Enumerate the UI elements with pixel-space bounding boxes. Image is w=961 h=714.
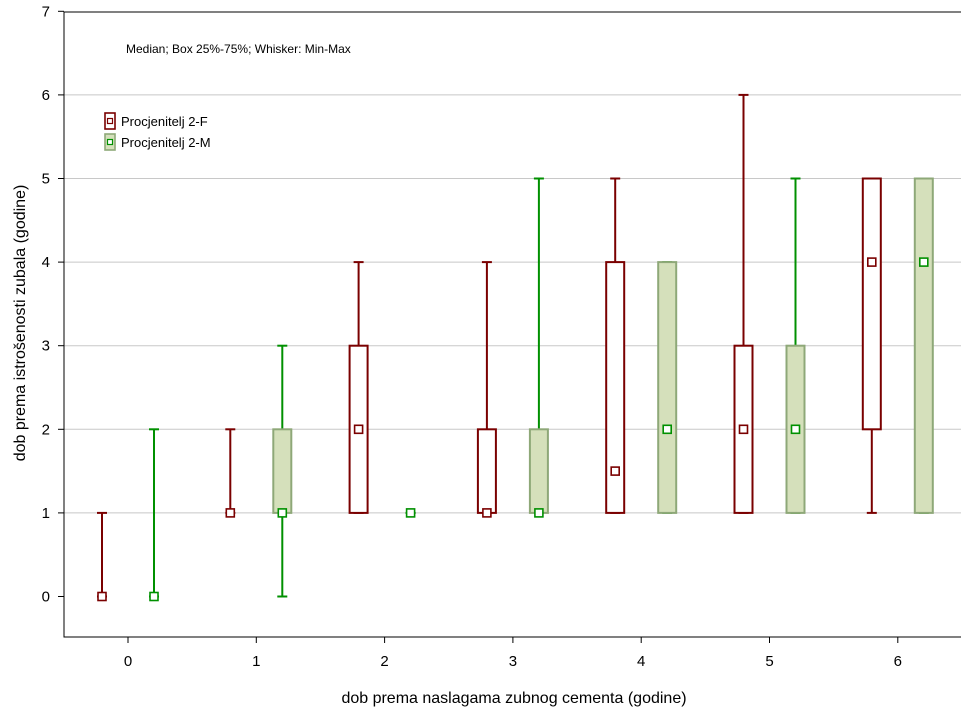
x-tick-label: 1 xyxy=(252,653,260,670)
legend-item: Procjenitelj 2-M xyxy=(104,133,211,151)
box-plot-item xyxy=(657,261,678,514)
x-axis-ticks: 0 1 2 3 4 5 6 xyxy=(124,637,902,670)
legend-marker xyxy=(106,117,114,125)
y-tick-label: 6 xyxy=(42,87,50,104)
plot-frame xyxy=(63,11,961,638)
median-marker xyxy=(790,424,801,435)
box-series xyxy=(97,93,934,602)
iqr-box xyxy=(528,428,549,514)
y-tick-label: 0 xyxy=(42,589,50,606)
x-tick-label: 4 xyxy=(637,653,645,670)
median-marker xyxy=(534,508,544,518)
box-plot-item xyxy=(405,508,416,518)
legend-marker xyxy=(106,138,114,146)
x-tick-label: 2 xyxy=(380,653,388,670)
iqr-box xyxy=(861,177,882,431)
y-tick-label: 1 xyxy=(42,505,50,522)
legend-label: Procjenitelj 2-F xyxy=(121,114,208,129)
series-procjenitelj-2-m xyxy=(149,177,934,602)
median-marker xyxy=(738,424,749,435)
chart-annotation: Median; Box 25%-75%; Whisker: Min-Max xyxy=(126,42,351,56)
box-plot-item xyxy=(476,261,497,518)
box-plot-item xyxy=(733,93,754,514)
y-tick-label: 4 xyxy=(42,254,50,271)
iqr-box xyxy=(657,261,678,514)
median-marker xyxy=(353,424,364,435)
median-marker xyxy=(866,257,877,267)
median-marker xyxy=(405,508,416,518)
y-tick-label: 7 xyxy=(42,3,50,20)
legend-label: Procjenitelj 2-M xyxy=(121,135,211,150)
box-plot-item xyxy=(348,261,369,514)
median-marker xyxy=(918,257,929,267)
y-axis-label: dob prema istrošenosti zubala (godine) xyxy=(12,185,29,462)
x-tick-label: 3 xyxy=(509,653,517,670)
iqr-box xyxy=(272,428,293,514)
iqr-box xyxy=(476,428,497,514)
box-plot-item xyxy=(913,177,934,514)
legend-item: Procjenitelj 2-F xyxy=(104,112,208,130)
x-tick-label: 6 xyxy=(894,653,902,670)
iqr-box xyxy=(913,177,934,514)
y-tick-label: 5 xyxy=(42,171,50,188)
series-procjenitelj-2-f xyxy=(97,93,882,602)
median-marker xyxy=(277,508,288,518)
median-marker xyxy=(610,466,621,476)
y-tick-label: 3 xyxy=(42,338,50,355)
median-marker xyxy=(225,508,236,518)
box-plot-item xyxy=(272,344,293,598)
box-plot-item xyxy=(97,511,107,602)
box-plot-item xyxy=(149,428,159,602)
legend: Procjenitelj 2-F Procjenitelj 2-M xyxy=(104,112,211,151)
median-marker xyxy=(97,591,107,602)
x-axis-label: dob prema naslagama zubnog cementa (godi… xyxy=(341,690,686,707)
box-plot-item xyxy=(528,177,549,518)
box-plot-item xyxy=(605,177,626,514)
box-plot-item xyxy=(785,177,806,514)
box-plot-item xyxy=(861,177,882,514)
median-marker xyxy=(662,424,673,435)
x-tick-label: 5 xyxy=(765,653,773,670)
y-axis-ticks: 0 1 2 3 4 5 6 7 xyxy=(42,3,64,606)
median-marker xyxy=(149,591,159,602)
iqr-box xyxy=(605,261,626,514)
x-tick-label: 0 xyxy=(124,653,132,670)
box-plot-item xyxy=(225,428,236,518)
grid-lines xyxy=(64,94,961,514)
median-marker xyxy=(482,508,492,518)
y-tick-label: 2 xyxy=(42,421,50,438)
